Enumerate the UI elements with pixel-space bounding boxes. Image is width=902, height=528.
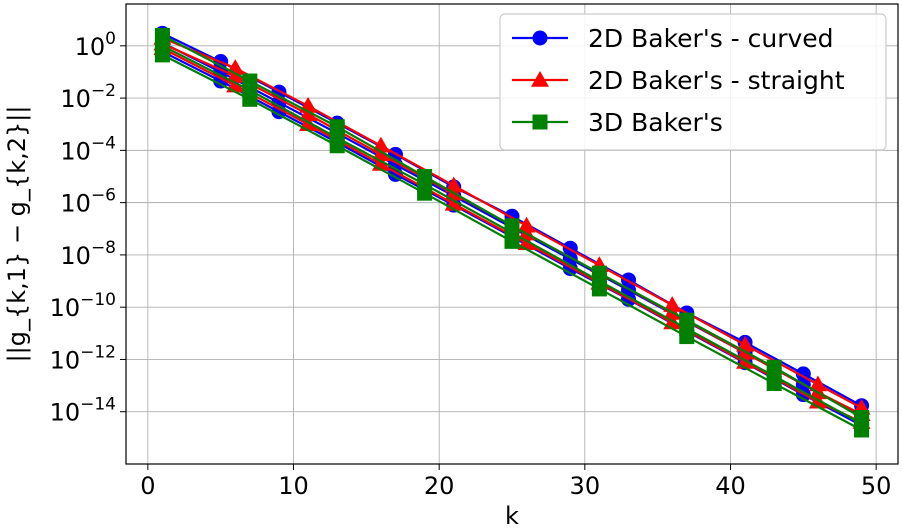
legend-box <box>499 13 887 151</box>
data-point <box>679 329 695 345</box>
legend-label: 2D Baker's - curved <box>588 24 834 53</box>
y-tick-label: 10−2 <box>60 81 116 113</box>
y-tick-label: 10−10 <box>50 290 116 322</box>
x-tick-label: 50 <box>861 472 892 500</box>
legend-marker <box>531 71 549 87</box>
data-point <box>591 281 607 297</box>
legend-label: 2D Baker's - straight <box>588 66 845 95</box>
x-tick-label: 30 <box>570 472 601 500</box>
legend: 2D Baker's - curved 2D Baker's - straight… <box>499 13 887 151</box>
data-point <box>766 376 782 392</box>
series-2 <box>154 27 870 438</box>
legend-marker <box>532 114 548 130</box>
y-tick-label: 10−6 <box>60 186 116 218</box>
data-point <box>504 233 520 249</box>
data-point <box>242 91 258 107</box>
y-tick-label: 100 <box>75 29 116 61</box>
x-tick-label: 40 <box>715 472 746 500</box>
data-point <box>329 138 345 154</box>
axis-ticks: 0 10 20 30 40 50 100 10−2 10−4 10−6 10−8 10−10 10−12… <box>50 29 892 500</box>
y-tick-label: 10−4 <box>60 133 116 165</box>
x-tick-label: 0 <box>140 472 155 500</box>
data-point <box>417 185 433 201</box>
data-point <box>444 176 463 193</box>
data-point <box>299 105 318 122</box>
y-tick-label: 10−8 <box>60 238 116 270</box>
series-layer <box>153 25 871 438</box>
data-point <box>371 145 390 162</box>
data-point <box>854 422 870 438</box>
x-tick-label: 10 <box>278 472 309 500</box>
y-tick-label: 10−14 <box>50 395 116 427</box>
y-axis-label: ||g_{k,1} − g_{k,2}|| <box>3 106 31 363</box>
x-tick-label: 20 <box>424 472 455 500</box>
legend-marker <box>532 30 548 46</box>
plot-frame <box>125 3 899 465</box>
x-axis-label: k <box>505 502 519 528</box>
y-tick-label: 10−12 <box>50 342 116 374</box>
legend-label: 3D Baker's <box>588 108 723 137</box>
data-point <box>154 47 170 63</box>
data-point <box>226 67 245 83</box>
